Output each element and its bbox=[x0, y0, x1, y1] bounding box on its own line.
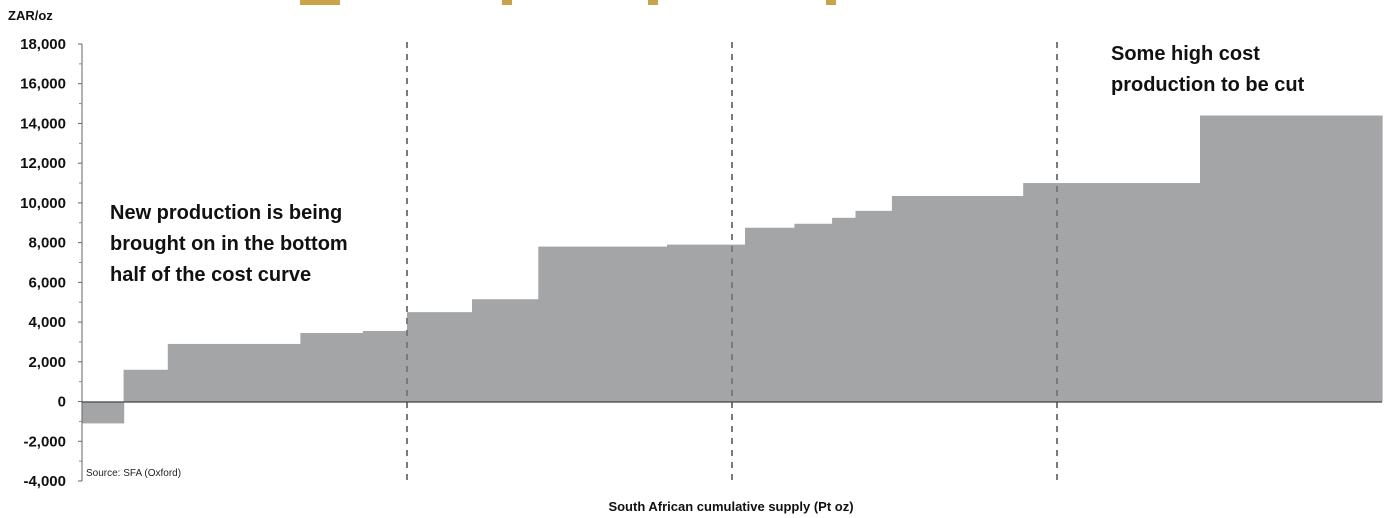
title-fragment bbox=[648, 0, 658, 5]
annotation-new-production-line3: half of the cost curve bbox=[110, 264, 311, 286]
annotation-high-cost-line2: production to be cut bbox=[1111, 74, 1305, 96]
cost-bar-1 bbox=[82, 401, 125, 424]
cost-bar-3 bbox=[167, 343, 301, 402]
annotation-new-production: New production is being brought on in th… bbox=[110, 202, 353, 286]
cost-bar-16 bbox=[1200, 115, 1383, 402]
y-tick-label: 6,000 bbox=[28, 274, 66, 291]
y-unit-label: ZAR/oz bbox=[8, 8, 53, 23]
y-tick-label: 10,000 bbox=[20, 195, 66, 212]
title-fragment bbox=[300, 0, 340, 5]
cost-bar-14 bbox=[891, 195, 1024, 402]
cost-bar-13 bbox=[855, 210, 893, 402]
y-tick-label: -4,000 bbox=[23, 473, 66, 490]
cost-bar-15 bbox=[1023, 183, 1201, 402]
annotation-high-cost-line1: Some high cost bbox=[1111, 43, 1260, 65]
y-axis-ticks: 18,000 16,000 14,000 12,000 10,000 8,000 6,000… bbox=[20, 36, 82, 490]
y-tick-label: 0 bbox=[58, 394, 66, 411]
source-note: Source: SFA (Oxford) bbox=[86, 468, 181, 479]
cost-bar-4 bbox=[300, 333, 364, 402]
cost-bar-2 bbox=[123, 369, 169, 402]
annotation-new-production-line2: brought on in the bottom bbox=[110, 233, 348, 255]
annotation-new-production-line1: New production is being bbox=[110, 202, 342, 224]
annotation-high-cost: Some high cost production to be cut bbox=[1111, 43, 1305, 96]
y-tick-label: 2,000 bbox=[28, 354, 66, 371]
title-fragment bbox=[502, 0, 512, 5]
cost-bar-8 bbox=[538, 246, 668, 402]
cost-bar-7 bbox=[472, 299, 539, 402]
cost-bars bbox=[82, 115, 1383, 424]
cost-bar-10 bbox=[745, 227, 795, 402]
cost-bar-5 bbox=[362, 331, 408, 402]
y-tick-label: 4,000 bbox=[28, 314, 66, 331]
x-axis-label: South African cumulative supply (Pt oz) bbox=[608, 499, 853, 514]
y-tick-label: 14,000 bbox=[20, 115, 66, 132]
y-tick-label: 18,000 bbox=[20, 36, 66, 53]
cost-bar-9 bbox=[667, 244, 746, 402]
y-tick-label: 12,000 bbox=[20, 155, 66, 172]
y-tick-label: 16,000 bbox=[20, 76, 66, 93]
y-tick-label: -2,000 bbox=[23, 433, 66, 450]
cost-bar-12 bbox=[832, 217, 857, 402]
cost-bar-6 bbox=[407, 312, 473, 402]
y-tick-label: 8,000 bbox=[28, 235, 66, 252]
title-fragment bbox=[826, 0, 836, 5]
cost-bar-11 bbox=[794, 223, 833, 402]
quartile-dividers bbox=[406, 42, 1058, 481]
